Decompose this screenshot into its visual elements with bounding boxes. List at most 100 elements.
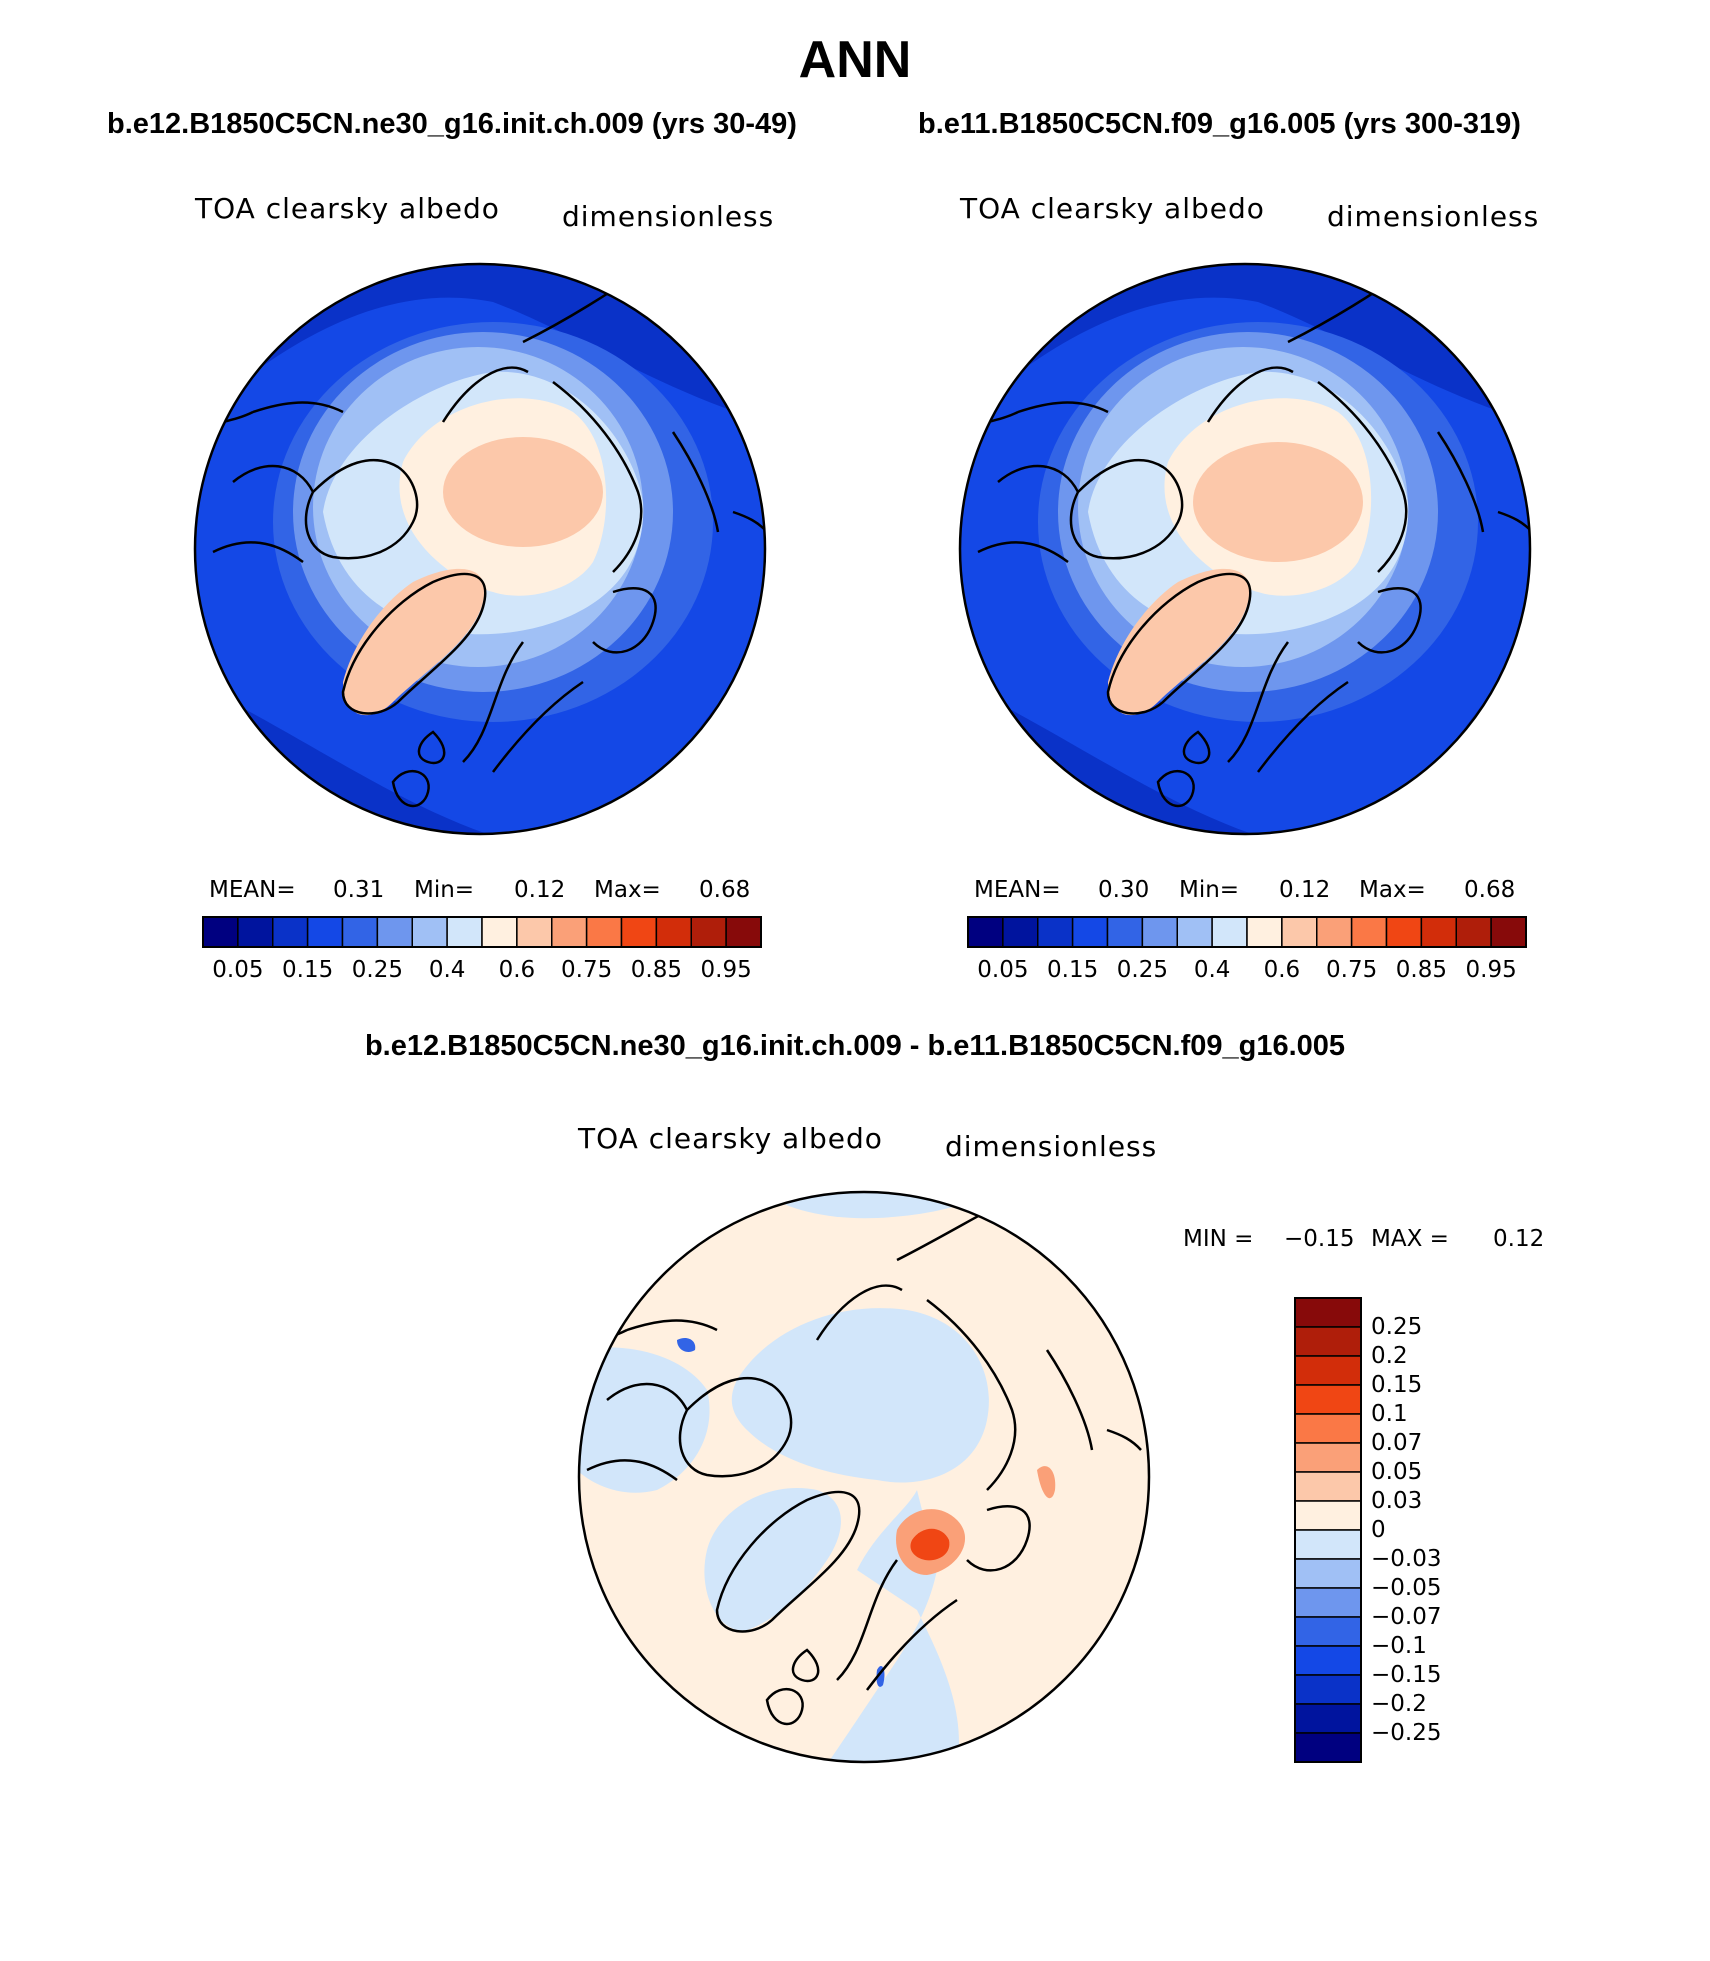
colorbar-swatch bbox=[1281, 916, 1318, 948]
colorbar-tick-label: 0.05 bbox=[212, 957, 264, 983]
colorbar-swatch bbox=[690, 916, 727, 948]
difference-colorbar-swatch bbox=[1294, 1500, 1362, 1531]
difference-colorbar-tick-label: 0 bbox=[1371, 1517, 1386, 1543]
min-value-2: 0.12 bbox=[1279, 877, 1331, 903]
colorbar-swatch bbox=[1350, 916, 1388, 948]
difference-colorbar-swatch bbox=[1294, 1645, 1362, 1676]
difference-colorbar-swatch bbox=[1294, 1558, 1362, 1589]
max-label-1: Max= bbox=[594, 877, 661, 903]
difference-colorbar-swatch bbox=[1294, 1355, 1362, 1386]
colorbar-outline bbox=[967, 916, 1527, 948]
difference-colorbar-tick-label: 0.03 bbox=[1371, 1488, 1423, 1514]
colorbar-swatch bbox=[1316, 916, 1353, 948]
colorbar-tick-label: 0.95 bbox=[700, 957, 752, 983]
colorbar-swatch bbox=[585, 916, 623, 948]
difference-colorbar-swatch bbox=[1294, 1442, 1362, 1473]
difference-colorbar-swatch bbox=[1294, 1587, 1362, 1618]
colorbar-swatch bbox=[1490, 916, 1527, 948]
colorbar-swatch bbox=[1037, 916, 1074, 948]
colorbar-outline bbox=[202, 916, 762, 948]
colorbar-swatch bbox=[376, 916, 413, 948]
colorbar-swatch bbox=[1106, 916, 1144, 948]
colorbar-swatch bbox=[725, 916, 762, 948]
colorbar-swatch bbox=[516, 916, 553, 948]
difference-colorbar-tick-label: −0.03 bbox=[1371, 1546, 1442, 1572]
colorbar-swatch bbox=[341, 916, 379, 948]
difference-colorbar-tick-label: 0.1 bbox=[1371, 1401, 1408, 1427]
colorbar-swatch bbox=[202, 916, 239, 948]
difference-colorbar-swatch bbox=[1294, 1384, 1362, 1415]
colorbar-tick-label: 0.15 bbox=[282, 957, 334, 983]
difference-colorbar bbox=[1294, 1297, 1362, 1763]
colorbar-swatch bbox=[306, 916, 344, 948]
difference-colorbar-tick-label: 0.2 bbox=[1371, 1343, 1408, 1369]
colorbar-1 bbox=[202, 916, 762, 948]
colorbar-swatch bbox=[1002, 916, 1039, 948]
colorbar-swatch bbox=[272, 916, 309, 948]
colorbar-tick-label: 0.25 bbox=[1116, 957, 1168, 983]
difference-title: b.e12.B1850C5CN.ne30_g16.init.ch.009 - b… bbox=[364, 1030, 1346, 1062]
colorbar-tick-label: 0.6 bbox=[1263, 957, 1301, 983]
difference-colorbar-tick-label: 0.25 bbox=[1371, 1314, 1423, 1340]
difference-colorbar-tick-label: −0.15 bbox=[1371, 1662, 1442, 1688]
colorbar-tick-label: 0.75 bbox=[561, 957, 613, 983]
difference-units-label: dimensionless bbox=[945, 1130, 1158, 1163]
min-value-1: 0.12 bbox=[514, 877, 566, 903]
colorbar-tick-label: 0.4 bbox=[428, 957, 466, 983]
colorbar-tick-label: 0.25 bbox=[351, 957, 403, 983]
difference-colorbar-tick-label: −0.2 bbox=[1371, 1691, 1427, 1717]
polar-map-1 bbox=[193, 262, 767, 836]
difference-colorbar-swatch bbox=[1294, 1471, 1362, 1502]
difference-colorbar-tick-label: 0.15 bbox=[1371, 1372, 1423, 1398]
figure-title: ANN bbox=[798, 31, 912, 89]
max-value-2: 0.68 bbox=[1464, 877, 1516, 903]
difference-colorbar-swatch bbox=[1294, 1413, 1362, 1444]
units-label-1: dimensionless bbox=[562, 200, 775, 233]
colorbar-swatch bbox=[1455, 916, 1492, 948]
colorbar-tick-label: 0.05 bbox=[977, 957, 1029, 983]
variable-label-1: TOA clearsky albedo bbox=[195, 192, 500, 225]
colorbar-tick-label: 0.4 bbox=[1193, 957, 1231, 983]
difference-colorbar-swatch bbox=[1294, 1732, 1362, 1763]
colorbar-tick-label: 0.15 bbox=[1047, 957, 1099, 983]
min-label-2: Min= bbox=[1179, 877, 1240, 903]
difference-colorbar-swatch bbox=[1294, 1529, 1362, 1560]
colorbar-tick-label: 0.95 bbox=[1465, 957, 1517, 983]
colorbar-tick-label: 0.75 bbox=[1326, 957, 1378, 983]
colorbar-swatch bbox=[237, 916, 274, 948]
mean-value-1: 0.31 bbox=[333, 877, 385, 903]
difference-min-label: MIN = bbox=[1183, 1226, 1254, 1252]
difference-max-label: MAX = bbox=[1371, 1226, 1449, 1252]
difference-colorbar-tick-label: −0.1 bbox=[1371, 1633, 1427, 1659]
mean-label-2: MEAN= bbox=[974, 877, 1061, 903]
units-label-2: dimensionless bbox=[1327, 200, 1540, 233]
min-label-1: Min= bbox=[414, 877, 475, 903]
colorbar-2 bbox=[967, 916, 1527, 948]
colorbar-swatch bbox=[411, 916, 448, 948]
colorbar-swatch bbox=[1211, 916, 1248, 948]
difference-min-value: −0.15 bbox=[1284, 1226, 1355, 1252]
difference-colorbar-swatch bbox=[1294, 1703, 1362, 1734]
colorbar-swatch bbox=[481, 916, 518, 948]
difference-colorbar-outline bbox=[1294, 1297, 1362, 1763]
mean-label-1: MEAN= bbox=[209, 877, 296, 903]
colorbar-swatch bbox=[446, 916, 483, 948]
colorbar-swatch bbox=[1141, 916, 1178, 948]
difference-colorbar-tick-label: −0.07 bbox=[1371, 1604, 1442, 1630]
difference-colorbar-tick-label: −0.05 bbox=[1371, 1575, 1442, 1601]
colorbar-swatch bbox=[1176, 916, 1213, 948]
colorbar-tick-label: 0.85 bbox=[630, 957, 682, 983]
colorbar-tick-label: 0.85 bbox=[1395, 957, 1447, 983]
difference-colorbar-swatch bbox=[1294, 1616, 1362, 1647]
colorbar-tick-label: 0.6 bbox=[498, 957, 536, 983]
colorbar-swatch bbox=[620, 916, 658, 948]
max-value-1: 0.68 bbox=[699, 877, 751, 903]
difference-max-value: 0.12 bbox=[1493, 1226, 1545, 1252]
difference-colorbar-ticks: 0.25 0.2 0.15 0.1 0.07 0.05 0.03 0 −0.03 −0.05 −0.… bbox=[1371, 1298, 1491, 1762]
colorbar-swatch bbox=[551, 916, 588, 948]
colorbar-2-ticks: 0.05 0.15 0.25 0.4 0.6 0.75 0.85 0.95 bbox=[968, 957, 1526, 987]
difference-colorbar-swatch bbox=[1294, 1674, 1362, 1705]
difference-polar-map bbox=[577, 1190, 1151, 1764]
variable-label-2: TOA clearsky albedo bbox=[960, 192, 1265, 225]
case-title-1: b.e12.B1850C5CN.ne30_g16.init.ch.009 (yr… bbox=[107, 108, 797, 140]
